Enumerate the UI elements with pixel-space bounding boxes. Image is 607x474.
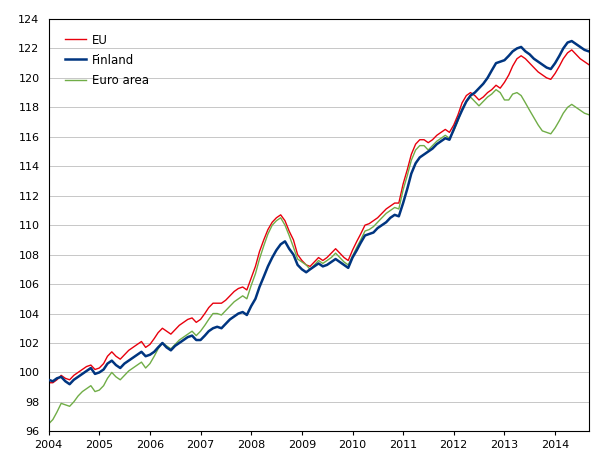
- Line: EU: EU: [49, 50, 589, 383]
- Line: Euro area: Euro area: [49, 90, 589, 424]
- Legend: EU, Finland, Euro area: EU, Finland, Euro area: [60, 29, 154, 91]
- Line: Finland: Finland: [49, 41, 589, 384]
